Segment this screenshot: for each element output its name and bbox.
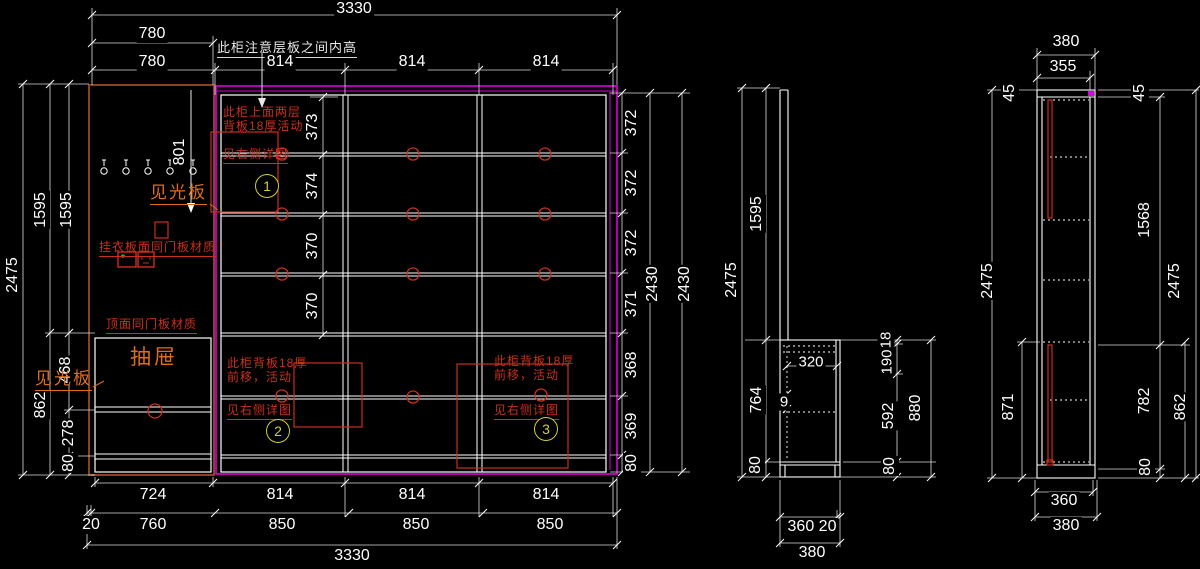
- front-left-cabinet: [88, 84, 215, 476]
- sb-dim-380-top: 380: [1050, 33, 1082, 51]
- note-back-panel-2b: 前移，活动: [227, 370, 293, 384]
- dim-850-1: 850: [266, 516, 298, 534]
- note-see-detail-3: 见右侧详图: [494, 401, 560, 420]
- callout-circle-1: 1: [255, 174, 279, 198]
- dim-1595-a: 1595: [32, 191, 50, 229]
- front-red-annotation-boxes: [154, 131, 569, 469]
- section-b-structure: [1036, 89, 1096, 479]
- sb-dim-2475-left: 2475: [979, 262, 997, 300]
- note-back-panel-3a: 此柜背板18厚: [494, 354, 575, 368]
- sa-dim-18: 18: [877, 330, 895, 350]
- callout-circle-3: 3: [534, 417, 558, 441]
- note-upper-back-2: 背板18厚活动: [223, 119, 304, 133]
- label-gloss-panel-upper: 见光板: [150, 178, 207, 205]
- sa-dim-190: 190: [878, 348, 896, 376]
- sa-dim-880: 880: [907, 393, 925, 423]
- label-gloss-panel-lower: 见光板: [35, 364, 92, 391]
- dim-814-b1: 814: [264, 486, 296, 504]
- dim-80-left: 80: [60, 453, 78, 473]
- dim-right-372c: 372: [623, 228, 641, 258]
- dim-right-372a: 372: [623, 108, 641, 138]
- note-see-detail-2: 见右侧详图: [227, 401, 293, 420]
- front-dimension-lines: [18, 8, 690, 549]
- sb-dim-355: 355: [1047, 58, 1079, 76]
- note-upper-back-1: 此柜上面两层: [223, 105, 302, 119]
- dim-inner-373: 373: [304, 112, 322, 142]
- sb-dim-1568: 1568: [1136, 201, 1154, 239]
- dim-inner-370a: 370: [304, 231, 322, 261]
- sa-dim-592: 592: [880, 401, 898, 431]
- sb-dim-380-bottom: 380: [1050, 517, 1082, 535]
- section-b-red-strips: [1046, 99, 1054, 466]
- dim-814-col2: 814: [396, 53, 428, 71]
- clothes-hook-icons: [100, 159, 197, 175]
- sa-dim-380: 380: [796, 544, 828, 562]
- dim-right-372b: 372: [623, 168, 641, 198]
- note-back-panel-3b: 前移，活动: [494, 368, 560, 382]
- shelf-pin-circles: [147, 147, 552, 419]
- label-drawer: 抽屉: [130, 346, 178, 369]
- dim-overall-width-bottom: 3330: [332, 547, 372, 565]
- sb-dim-2475-right: 2475: [1166, 262, 1184, 300]
- dim-801-hang-height: 801: [171, 137, 189, 167]
- dim-right-369: 369: [623, 411, 641, 441]
- dim-814-b3: 814: [530, 486, 562, 504]
- dim-right-371: 371: [623, 289, 641, 319]
- front-leaders: [92, 52, 266, 388]
- sa-dim-2475: 2475: [723, 261, 741, 299]
- dim-20-gap: 20: [80, 516, 102, 534]
- sb-dim-80: 80: [1137, 457, 1155, 477]
- sa-dim-320-depth: 320: [796, 353, 826, 371]
- sb-dim-45-right: 45: [1131, 83, 1149, 103]
- dim-814-col3: 814: [530, 53, 562, 71]
- dim-724: 724: [137, 486, 169, 504]
- sb-dim-782: 782: [1136, 386, 1154, 416]
- sb-dim-360-bottom: 360: [1048, 492, 1080, 510]
- note-back-panel-2a: 此柜背板18厚: [227, 356, 308, 370]
- dim-2430-a: 2430: [644, 265, 662, 303]
- sa-dim-80-right: 80: [881, 456, 899, 476]
- dim-inner-374: 374: [304, 171, 322, 201]
- sa-dim-1595: 1595: [748, 195, 766, 233]
- dim-814-b2: 814: [396, 486, 428, 504]
- sa-dim-9: 9: [777, 393, 791, 411]
- front-dim-ticks: [18, 10, 687, 550]
- dim-1595-b: 1595: [58, 191, 76, 229]
- dim-780-a: 780: [136, 25, 168, 43]
- section-a-structure: [779, 89, 841, 478]
- dim-overall-width-top: 3330: [334, 0, 374, 18]
- dim-right-80: 80: [623, 453, 641, 473]
- note-see-detail-1: 见右侧详图: [223, 145, 289, 164]
- dim-780-b: 780: [136, 53, 168, 71]
- dim-right-368: 368: [623, 350, 641, 380]
- dim-850-3: 850: [534, 516, 566, 534]
- dim-inner-370b: 370: [304, 291, 322, 321]
- dim-278: 278: [60, 418, 78, 448]
- dim-760: 760: [137, 516, 169, 534]
- sb-dim-862: 862: [1172, 392, 1190, 422]
- sa-dim-80-left: 80: [747, 455, 765, 475]
- dim-overall-height-left: 2475: [4, 256, 22, 294]
- sa-dim-764: 764: [748, 385, 766, 415]
- callout-circle-2: 2: [266, 419, 290, 443]
- sa-dim-360-20: 360 20: [785, 518, 839, 536]
- note-hanger-board-material: 挂衣板面同门板材质: [99, 238, 217, 257]
- sb-dim-45-left: 45: [1001, 83, 1019, 103]
- dim-814-col1: 814: [264, 53, 296, 71]
- dim-850-2: 850: [400, 516, 432, 534]
- section-a-dimension-lines: [737, 87, 936, 547]
- sb-dim-871: 871: [1000, 392, 1018, 422]
- note-top-panel-material: 顶面同门板材质: [106, 315, 198, 334]
- front-right-section: [215, 85, 618, 475]
- dim-2430-b: 2430: [676, 265, 694, 303]
- dim-862: 862: [32, 390, 50, 420]
